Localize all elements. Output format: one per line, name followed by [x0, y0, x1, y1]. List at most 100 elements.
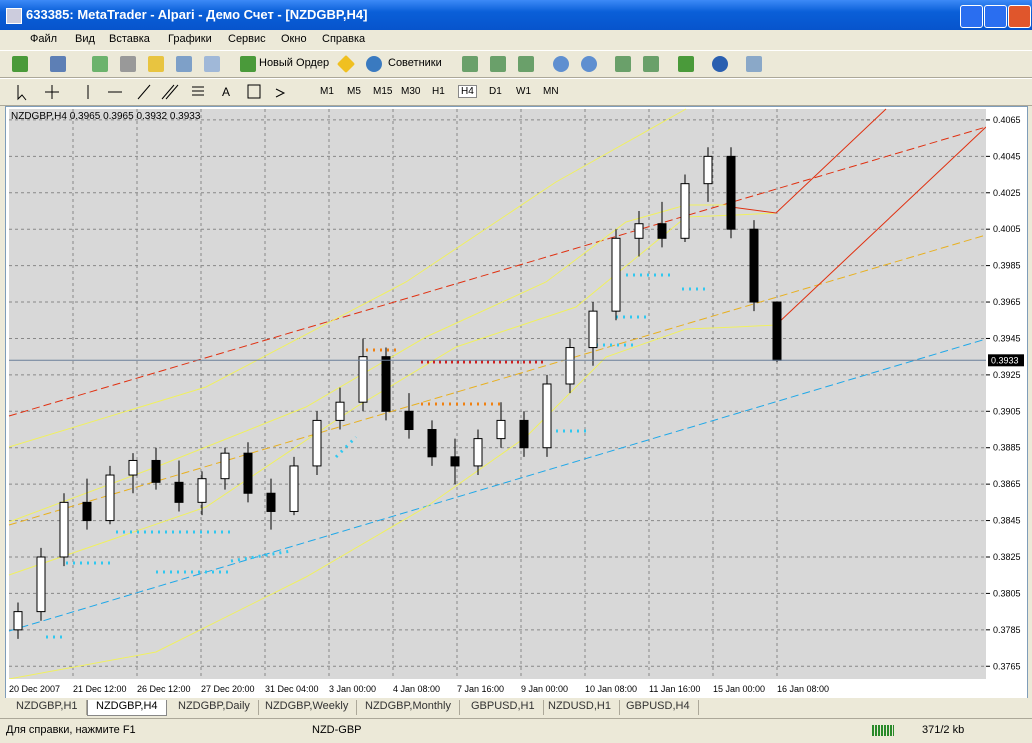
candle-body — [680, 183, 690, 239]
candle-body — [312, 419, 322, 467]
fibo-tool[interactable] — [192, 86, 204, 96]
candle-body — [703, 155, 713, 185]
tool-icon[interactable] — [462, 56, 478, 72]
candle-body — [243, 452, 253, 494]
timeframe-button[interactable]: MN — [543, 86, 559, 97]
tool-icon[interactable] — [615, 56, 631, 72]
tool-icon[interactable] — [12, 56, 28, 72]
x-tick-label: 16 Jan 08:00 — [777, 684, 829, 694]
label-tool[interactable] — [247, 84, 261, 99]
tool-icon[interactable] — [92, 56, 108, 72]
tool-icon[interactable] — [50, 56, 66, 72]
x-tick-label: 4 Jan 08:00 — [393, 684, 440, 694]
channel-tool[interactable] — [161, 84, 179, 100]
channel-line — [8, 338, 987, 632]
close-button[interactable] — [1008, 5, 1031, 28]
cursor-tool[interactable] — [17, 85, 27, 101]
x-tick-label: 3 Jan 00:00 — [329, 684, 376, 694]
y-tick-label: 0.3805 — [993, 588, 1021, 598]
candle-body — [289, 465, 299, 512]
chart-tab[interactable]: NZDGBP,Daily — [170, 700, 259, 715]
timeframe-button[interactable]: H4 — [458, 85, 477, 98]
tool-icon[interactable] — [120, 56, 136, 72]
stop-levels — [46, 273, 706, 639]
experts-button[interactable]: Советники — [388, 57, 442, 69]
candle-body — [36, 556, 46, 613]
timeframe-button[interactable]: D1 — [489, 86, 502, 97]
tool-icon[interactable] — [553, 56, 569, 72]
status-help: Для справки, нажмите F1 — [6, 724, 136, 736]
y-tick-label: 0.3985 — [993, 261, 1021, 271]
chart-tab[interactable]: GBPUSD,H4 — [618, 700, 699, 715]
tool-icon[interactable] — [678, 56, 694, 72]
connection-indicator — [872, 725, 894, 736]
candle-body — [151, 459, 161, 483]
tool-icon[interactable] — [240, 56, 256, 72]
x-tick-label: 21 Dec 12:00 — [73, 684, 127, 694]
text-tool[interactable]: A — [222, 85, 231, 99]
chart-tab[interactable]: NZDGBP,H4 — [87, 700, 167, 716]
tool-icon[interactable] — [746, 56, 762, 72]
x-tick-label: 15 Jan 00:00 — [713, 684, 765, 694]
candle-body — [657, 223, 667, 239]
x-tick-label: 11 Jan 16:00 — [649, 684, 700, 694]
chart-tab[interactable]: NZDGBP,Monthly — [357, 700, 460, 715]
timeframe-button[interactable]: W1 — [516, 86, 531, 97]
menu-item[interactable]: Файл — [30, 33, 58, 45]
tool-icon[interactable] — [336, 54, 356, 74]
y-tick-label: 0.3945 — [993, 333, 1021, 343]
y-tick-label: 0.4045 — [993, 151, 1021, 161]
tool-icon[interactable] — [581, 56, 597, 72]
chart-tab[interactable]: NZDGBP,H1 — [8, 700, 87, 715]
price-axis — [986, 107, 1027, 699]
tool-icon[interactable] — [204, 56, 220, 72]
stop-levels — [366, 348, 501, 406]
channel-line — [8, 126, 987, 417]
candle-body — [404, 410, 414, 431]
tool-icon[interactable] — [490, 56, 506, 72]
fan-line — [775, 126, 987, 326]
title-bar: 633385: MetaTrader - Alpari - Демо Счет … — [0, 0, 1032, 30]
chart-tab[interactable]: NZDGBP,Weekly — [257, 700, 358, 715]
candle-body — [105, 474, 115, 522]
tool-icon[interactable] — [518, 56, 534, 72]
timeframe-button[interactable]: M1 — [320, 86, 334, 97]
timeframe-button[interactable]: M30 — [401, 86, 421, 97]
minimize-button[interactable] — [960, 5, 983, 28]
menu-item[interactable]: Справка — [322, 33, 366, 45]
new-order-button[interactable]: Новый Ордер — [259, 57, 330, 69]
timeframe-button[interactable]: M15 — [373, 86, 393, 97]
candle-body — [220, 452, 230, 480]
chart-header: NZDGBP,H4 0.3965 0.3965 0.3932 0.3933 — [11, 111, 201, 122]
arrow-tool[interactable] — [275, 88, 286, 98]
x-tick-label: 20 Dec 2007 — [9, 684, 60, 694]
tool-icon[interactable] — [712, 56, 728, 72]
tool-icon[interactable] — [176, 56, 192, 72]
candle-body — [542, 383, 552, 449]
menu-item[interactable]: Графики — [168, 33, 212, 45]
timeframe-button[interactable]: M5 — [347, 86, 361, 97]
tool-icon[interactable] — [643, 56, 659, 72]
status-traffic: 371/2 kb — [922, 724, 965, 736]
chart-tab[interactable]: GBPUSD,H1 — [463, 700, 544, 715]
menu-item[interactable]: Окно — [281, 33, 307, 45]
y-tick-label: 0.3885 — [993, 443, 1021, 453]
menu-item[interactable]: Вставка — [109, 33, 150, 45]
y-tick-label: 0.3765 — [993, 661, 1021, 671]
maximize-button[interactable] — [984, 5, 1007, 28]
menu-bar: Файл Вид Вставка Графики Сервис Окно Справка — [0, 30, 1032, 50]
toolbar: Новый Ордер Советники — [0, 50, 1032, 78]
menu-item[interactable]: Сервис — [228, 33, 266, 45]
timeframe-button[interactable]: H1 — [432, 86, 445, 97]
drawing-tools — [17, 84, 286, 101]
y-tick-label: 0.3825 — [993, 552, 1021, 562]
chart-tab[interactable]: NZDUSD,H1 — [540, 700, 620, 715]
crosshair-tool[interactable] — [45, 85, 59, 99]
tool-icon[interactable] — [148, 56, 164, 72]
trendline-tool[interactable] — [137, 84, 151, 100]
menu-item[interactable]: Вид — [75, 33, 95, 45]
tool-icon[interactable] — [366, 56, 382, 72]
envelope-line — [8, 204, 726, 523]
candle-body — [128, 459, 138, 476]
